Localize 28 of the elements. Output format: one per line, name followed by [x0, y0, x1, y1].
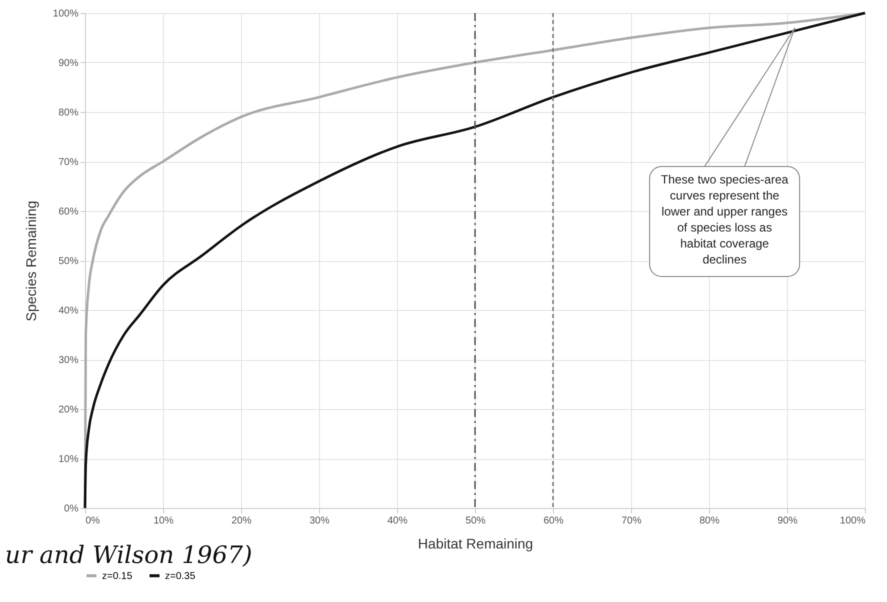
x-tick-label: 40% — [387, 516, 408, 526]
x-tick-label: 90% — [777, 516, 798, 526]
y-tick-label: 10% — [58, 454, 79, 465]
y-tick-label: 60% — [58, 206, 79, 218]
x-tick-label: 60% — [543, 516, 564, 526]
annotation: These two species-area curves represent the lower and upper ranges of species loss as habitat coverage declines — [660, 172, 789, 266]
y-axis-title: Species Remaining — [22, 200, 39, 322]
y-tick-label: 100% — [52, 8, 79, 20]
x-tick-label: 80% — [699, 516, 720, 526]
y-tick-label: 20% — [58, 404, 79, 416]
y-tick-label: 90% — [58, 58, 79, 69]
y-tick-label: 0% — [64, 504, 79, 514]
y-tick-label: 30% — [58, 355, 79, 366]
x-tick-label: 100% — [840, 516, 866, 526]
legend-label: z=0.15 — [102, 570, 133, 582]
x-tick-label: 10% — [153, 516, 174, 526]
x-axis-title: Habitat Remaining — [418, 536, 534, 552]
x-tick-label: 70% — [621, 516, 642, 526]
text: ur and Wilson 1967) — [5, 541, 252, 569]
x-tick-label: 0% — [86, 516, 100, 526]
x-tick-label: 30% — [309, 516, 330, 526]
y-tick-label: 80% — [58, 108, 79, 118]
y-tick-label: 40% — [58, 306, 79, 316]
x-tick-label: 50% — [465, 516, 486, 526]
y-tick-label: 50% — [58, 256, 79, 267]
legend-label: z=0.35 — [165, 570, 196, 582]
y-tick-label: 70% — [58, 157, 79, 168]
x-tick-label: 20% — [231, 516, 252, 526]
